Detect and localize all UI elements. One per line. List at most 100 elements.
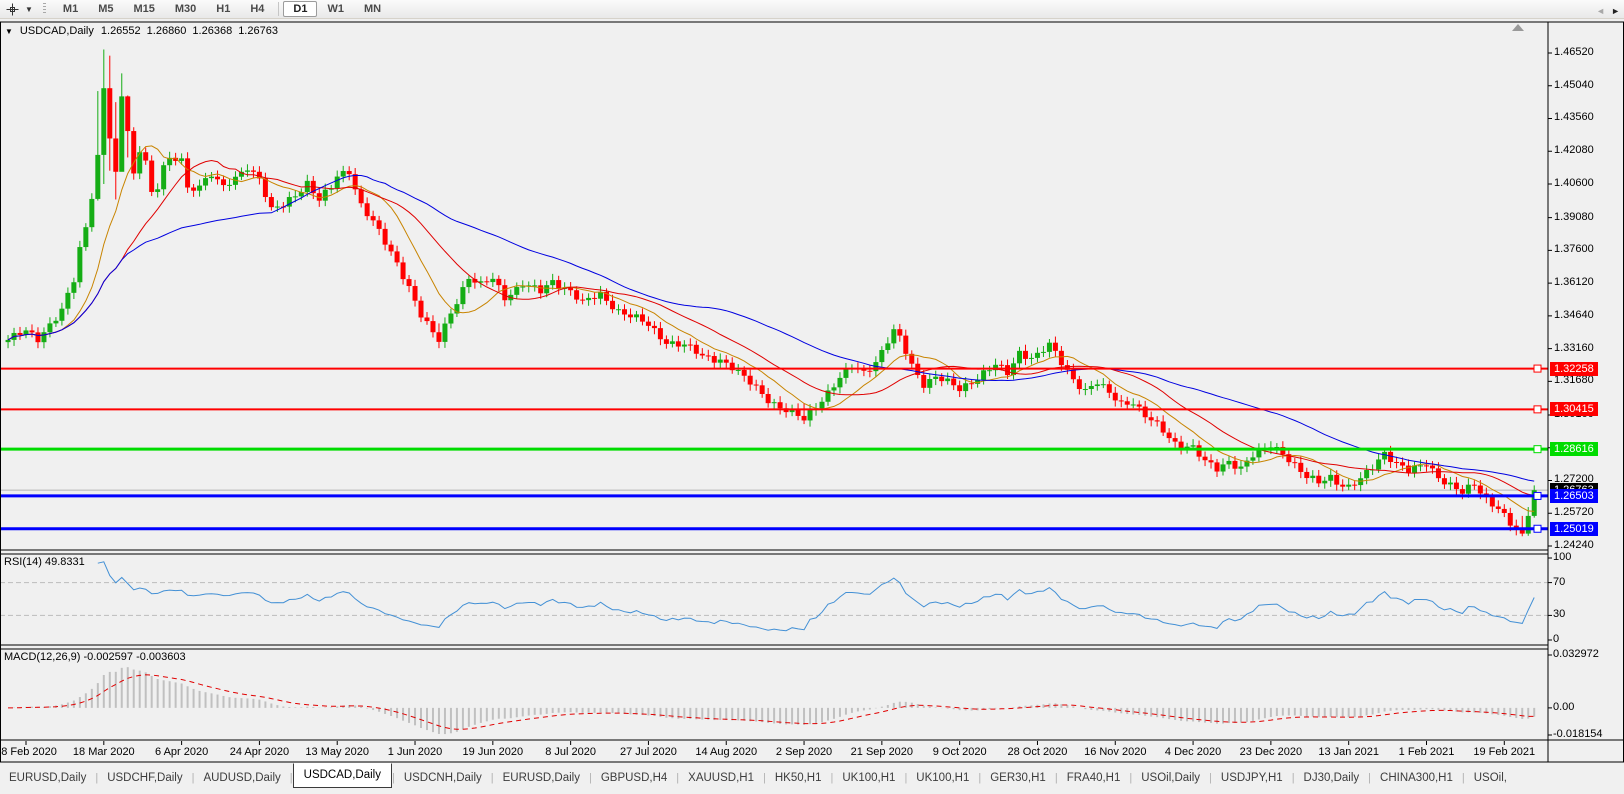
tab-uk100-h1[interactable]: UK100,H1 bbox=[916, 771, 970, 784]
date-axis-tick: 1 Jun 2020 bbox=[387, 746, 443, 758]
price-axis-tick: 1.45040 bbox=[1554, 78, 1594, 91]
macd-scale-tick: -0.018154 bbox=[1553, 728, 1603, 740]
date-axis-tick: 2 Sep 2020 bbox=[775, 746, 833, 758]
date-axis-tick: 13 Jan 2021 bbox=[1318, 746, 1379, 758]
date-axis-tick: 24 Apr 2020 bbox=[229, 746, 290, 758]
tab-eurusd-daily[interactable]: EURUSD,Daily bbox=[9, 771, 87, 784]
tab-separator: | bbox=[676, 771, 680, 784]
hline-price-label: 1.30415 bbox=[1550, 402, 1598, 417]
tab-usdjpy-h1[interactable]: USDJPY,H1 bbox=[1220, 771, 1283, 784]
timeframe-button-m15[interactable]: M15 bbox=[133, 3, 155, 15]
tab-separator: | bbox=[391, 771, 395, 784]
ohlc-open: 1.26552 bbox=[100, 25, 141, 37]
price-axis-tick: 1.42080 bbox=[1554, 144, 1594, 157]
macd-scale-tick: 0.00 bbox=[1553, 700, 1575, 713]
timeframe-button-m30[interactable]: M30 bbox=[174, 3, 197, 15]
timeframe-button-w1[interactable]: W1 bbox=[327, 3, 344, 15]
symbol-tab-bar: EURUSD,Daily | USDCHF,Daily | AUDUSD,Daily | U… bbox=[0, 763, 1624, 792]
tab-separator: | bbox=[1054, 771, 1058, 784]
rsi-scale-tick: 0 bbox=[1553, 633, 1560, 645]
date-axis-tick: 4 Dec 2020 bbox=[1164, 746, 1222, 758]
price-axis-tick: 1.33160 bbox=[1554, 341, 1594, 354]
date-axis-tick: 18 Mar 2020 bbox=[72, 746, 135, 758]
chart-collapse-icon[interactable]: ▼ bbox=[5, 26, 13, 36]
date-axis-tick: 23 Dec 2020 bbox=[1239, 746, 1303, 758]
timeframe-button-h1[interactable]: H1 bbox=[216, 3, 231, 15]
date-axis-tick: 16 Nov 2020 bbox=[1084, 746, 1147, 758]
price-axis-tick: 1.37600 bbox=[1554, 243, 1594, 256]
date-axis-tick: 8 Jul 2020 bbox=[545, 746, 597, 758]
timeframe-button-m1[interactable]: M1 bbox=[62, 3, 79, 15]
timeframe-button-m5[interactable]: M5 bbox=[98, 3, 114, 15]
date-axis-tick: 28 Oct 2020 bbox=[1007, 746, 1068, 758]
tab-usoil-daily[interactable]: USOil,Daily bbox=[1141, 771, 1201, 784]
tab-audusd-daily[interactable]: AUDUSD,Daily bbox=[203, 771, 281, 784]
tab-separator: | bbox=[289, 771, 293, 784]
crosshair-icon[interactable] bbox=[4, 1, 20, 17]
hline-price-label: 1.32258 bbox=[1550, 361, 1598, 376]
tab-separator: | bbox=[830, 771, 834, 784]
hline-price-label: 1.26503 bbox=[1550, 488, 1598, 503]
tab-ger30-h1[interactable]: GER30,H1 bbox=[990, 771, 1046, 784]
price-axis-tick: 1.46520 bbox=[1554, 46, 1594, 58]
toolbar-grip bbox=[42, 3, 46, 15]
tab-eurusd-daily[interactable]: EURUSD,Daily bbox=[502, 771, 580, 784]
hline-price-label: 1.28616 bbox=[1550, 442, 1598, 457]
date-axis-tick: 14 Aug 2020 bbox=[695, 746, 758, 758]
tab-dj30-daily[interactable]: DJ30,Daily bbox=[1303, 771, 1360, 784]
price-axis-tick: 1.25720 bbox=[1554, 506, 1594, 519]
chart-symbol-label: USDCAD,Daily bbox=[19, 25, 94, 37]
tab-separator: | bbox=[1368, 771, 1372, 784]
rsi-pane[interactable] bbox=[0, 554, 1548, 645]
tab-scroll-right-icon[interactable]: ► bbox=[1611, 6, 1620, 16]
date-axis-tick: 28 Feb 2020 bbox=[0, 746, 57, 758]
timeframe-button-d1[interactable]: D1 bbox=[283, 1, 318, 17]
price-axis-tick: 1.34640 bbox=[1554, 308, 1594, 321]
rsi-scale-tick: 100 bbox=[1553, 551, 1572, 563]
ohlc-high: 1.26860 bbox=[146, 25, 187, 37]
tab-xauusd-h1[interactable]: XAUUSD,H1 bbox=[688, 771, 754, 784]
tab-scroll-left-icon[interactable]: ◄ bbox=[1596, 6, 1606, 16]
tab-usdcad-daily[interactable]: USDCAD,Daily bbox=[292, 763, 392, 788]
macd-scale-tick: 0.032972 bbox=[1553, 648, 1599, 660]
tab-china300-h1[interactable]: CHINA300,H1 bbox=[1380, 771, 1453, 784]
price-axis-tick: 1.40600 bbox=[1554, 176, 1594, 189]
tab-uk100-h1[interactable]: UK100,H1 bbox=[842, 771, 896, 784]
price-axis-tick: 1.43560 bbox=[1554, 111, 1594, 124]
tab-usoil-[interactable]: USOil, bbox=[1473, 771, 1507, 784]
tab-usdchf-daily[interactable]: USDCHF,Daily bbox=[107, 771, 183, 784]
tab-separator: | bbox=[191, 771, 195, 784]
tab-separator: | bbox=[588, 771, 592, 784]
price-axis-tick: 1.24240 bbox=[1554, 538, 1594, 551]
tab-separator: | bbox=[1461, 771, 1465, 784]
tab-gbpusd-h4[interactable]: GBPUSD,H4 bbox=[600, 771, 668, 784]
date-axis-tick: 19 Feb 2021 bbox=[1473, 746, 1536, 758]
timeframe-button-mn[interactable]: MN bbox=[363, 3, 382, 15]
price-axis-tick: 1.31680 bbox=[1554, 374, 1594, 387]
date-axis-tick: 6 Apr 2020 bbox=[155, 746, 209, 758]
macd-pane[interactable] bbox=[0, 649, 1548, 740]
tab-separator: | bbox=[490, 771, 494, 784]
timeframe-button-h4[interactable]: H4 bbox=[250, 3, 265, 15]
rsi-scale-tick: 70 bbox=[1553, 575, 1566, 588]
rsi-scale-tick: 30 bbox=[1553, 608, 1566, 621]
chart-title: ▼ USDCAD,Daily 1.26552 1.26860 1.26368 1… bbox=[5, 25, 278, 37]
price-chart-pane[interactable] bbox=[0, 23, 1548, 550]
chevron-down-icon[interactable]: ▼ bbox=[25, 4, 33, 14]
date-axis-tick: 19 Jun 2020 bbox=[462, 746, 524, 758]
date-axis-tick: 1 Feb 2021 bbox=[1398, 746, 1455, 758]
tab-separator: | bbox=[904, 771, 908, 784]
price-axis-tick: 1.36120 bbox=[1554, 276, 1594, 289]
date-axis-tick: 27 Jul 2020 bbox=[619, 746, 677, 758]
date-axis-tick: 21 Sep 2020 bbox=[850, 746, 914, 758]
macd-indicator-label: MACD(12,26,9) -0.002597 -0.003603 bbox=[4, 651, 186, 663]
ohlc-low: 1.26368 bbox=[192, 25, 233, 37]
tab-fra40-h1[interactable]: FRA40,H1 bbox=[1066, 771, 1121, 784]
tab-separator: | bbox=[1209, 771, 1212, 784]
tab-hk50-h1[interactable]: HK50,H1 bbox=[774, 771, 822, 784]
top-toolbar: ▼ M1 M5 M15 M30 H1 H4 D1 W1 MN bbox=[0, 0, 1624, 19]
tab-separator: | bbox=[762, 771, 766, 784]
toolbar-divider bbox=[278, 2, 280, 16]
tab-usdcnh-daily[interactable]: USDCNH,Daily bbox=[403, 771, 482, 784]
rsi-indicator-label: RSI(14) 49.8331 bbox=[4, 556, 85, 568]
